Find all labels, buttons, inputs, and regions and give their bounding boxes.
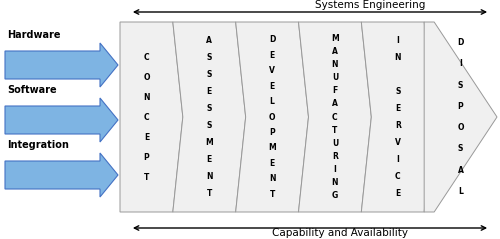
Text: O: O: [143, 72, 150, 81]
Text: V: V: [269, 66, 275, 75]
Text: S: S: [395, 87, 400, 96]
Text: N: N: [332, 178, 338, 187]
Text: S: S: [206, 121, 212, 130]
Text: L: L: [458, 187, 463, 196]
Text: P: P: [458, 102, 464, 111]
Text: E: E: [395, 189, 400, 198]
Text: E: E: [206, 87, 212, 96]
Text: M: M: [268, 143, 276, 152]
Text: C: C: [144, 113, 149, 121]
Polygon shape: [173, 22, 246, 212]
Text: S: S: [206, 70, 212, 79]
Text: A: A: [332, 47, 338, 56]
Text: I: I: [334, 165, 336, 174]
Text: T: T: [332, 125, 338, 135]
Text: U: U: [332, 73, 338, 82]
Text: T: T: [206, 189, 212, 198]
Text: M: M: [206, 138, 213, 147]
Text: O: O: [458, 123, 464, 132]
Text: Software: Software: [7, 85, 56, 95]
Text: Capability and Availability: Capability and Availability: [272, 228, 408, 238]
Text: A: A: [458, 166, 464, 175]
Text: N: N: [206, 172, 212, 181]
Text: F: F: [332, 86, 338, 95]
Polygon shape: [362, 22, 434, 212]
Text: Hardware: Hardware: [7, 30, 60, 40]
Polygon shape: [120, 22, 183, 212]
Text: E: E: [206, 155, 212, 164]
Text: N: N: [332, 60, 338, 69]
Text: N: N: [394, 53, 401, 62]
Polygon shape: [424, 22, 497, 212]
Text: N: N: [269, 174, 276, 183]
Polygon shape: [5, 43, 118, 87]
Text: D: D: [458, 38, 464, 47]
Text: M: M: [331, 34, 339, 43]
Text: I: I: [459, 59, 462, 68]
Text: S: S: [206, 104, 212, 113]
Text: T: T: [270, 190, 275, 199]
Text: I: I: [396, 36, 399, 45]
Text: U: U: [332, 139, 338, 148]
Text: Systems Engineering: Systems Engineering: [315, 0, 425, 10]
Text: A: A: [206, 36, 212, 45]
Text: Integration: Integration: [7, 140, 69, 150]
Text: G: G: [332, 191, 338, 200]
Text: E: E: [395, 104, 400, 113]
Text: T: T: [144, 173, 149, 181]
Text: C: C: [332, 113, 338, 121]
Text: C: C: [144, 53, 149, 61]
Polygon shape: [236, 22, 308, 212]
Text: E: E: [270, 81, 274, 91]
Text: P: P: [144, 152, 150, 162]
Text: C: C: [395, 172, 400, 181]
Text: R: R: [395, 121, 400, 130]
Polygon shape: [298, 22, 372, 212]
Text: E: E: [270, 51, 274, 60]
Polygon shape: [5, 153, 118, 197]
Text: S: S: [206, 53, 212, 62]
Text: A: A: [332, 99, 338, 109]
Text: S: S: [458, 81, 464, 90]
Polygon shape: [5, 98, 118, 142]
Text: E: E: [270, 159, 274, 168]
Text: V: V: [395, 138, 400, 147]
Text: R: R: [332, 152, 338, 161]
Text: P: P: [269, 128, 275, 137]
Text: S: S: [458, 144, 464, 153]
Text: I: I: [396, 155, 399, 164]
Text: N: N: [143, 92, 150, 102]
Text: L: L: [270, 97, 274, 106]
Text: D: D: [269, 35, 276, 44]
Text: O: O: [269, 113, 276, 121]
Text: E: E: [144, 132, 149, 141]
